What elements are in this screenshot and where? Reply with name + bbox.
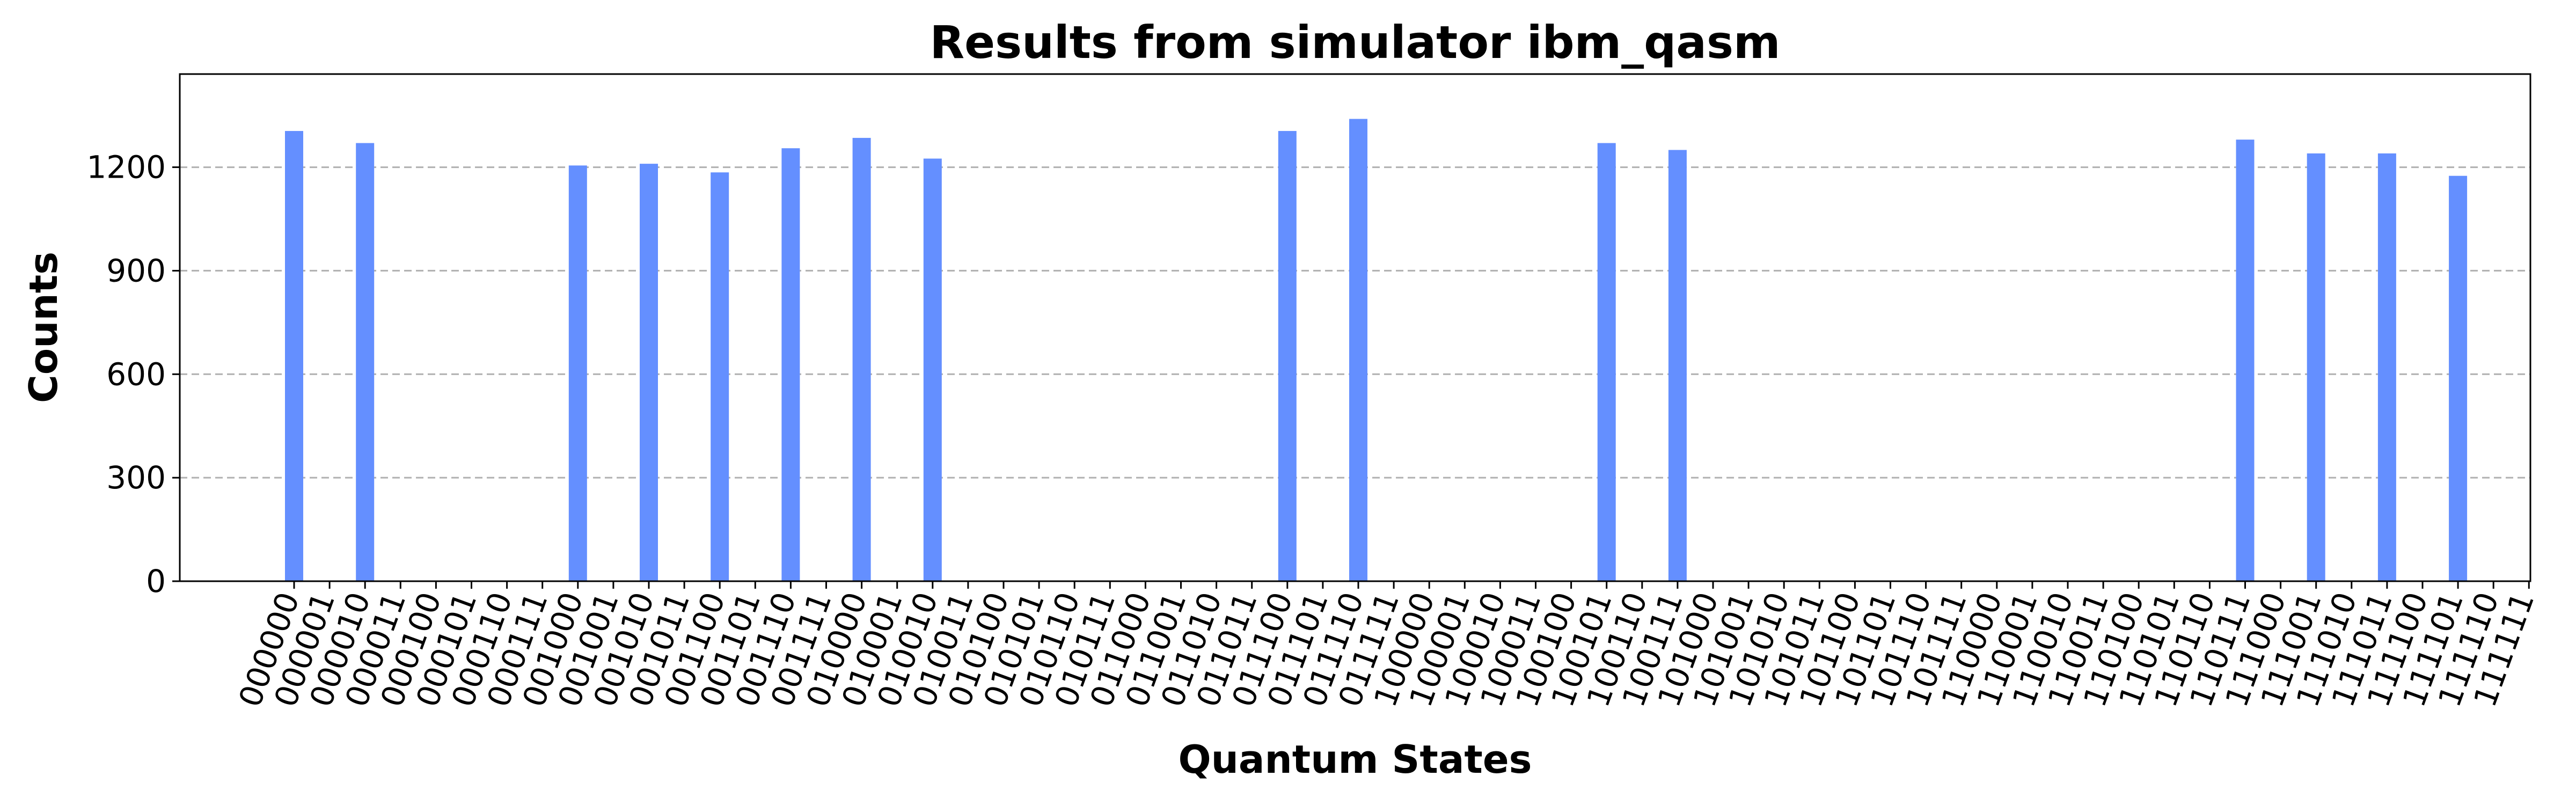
y-tick-label: 300 [106, 459, 166, 496]
bar-001000 [568, 165, 587, 581]
y-axis-ticks: 0 300 600 900 1200 [86, 149, 180, 599]
bar-001010 [640, 164, 658, 582]
y-tick-label: 1200 [86, 149, 166, 186]
bar-001110 [781, 148, 800, 581]
bar-100111 [1668, 150, 1687, 581]
bar-010010 [923, 158, 942, 581]
bar-100101 [1597, 143, 1616, 582]
y-tick-label: 600 [106, 356, 166, 392]
bar-000010 [356, 143, 375, 582]
bar-111011 [2377, 153, 2396, 581]
y-tick-label: 900 [106, 252, 166, 289]
bar-011100 [1278, 131, 1297, 582]
bar-001100 [711, 172, 729, 581]
bar-111101 [2449, 175, 2468, 582]
bar-010000 [852, 137, 871, 581]
y-tick-label: 0 [146, 563, 166, 599]
bar-110111 [2236, 140, 2255, 582]
plot-frame [179, 73, 2531, 582]
bars [285, 119, 2468, 582]
y-axis-label: Counts [21, 252, 66, 403]
chart-title: Results from simulator ibm_qasm [930, 16, 1780, 69]
bar-111001 [2307, 153, 2325, 581]
bar-011110 [1349, 119, 1367, 582]
x-axis-ticks: 0000000000010000100000110001000001010001… [232, 581, 2541, 712]
x-axis-label: Quantum States [1178, 737, 1532, 782]
bar-000000 [285, 131, 303, 582]
